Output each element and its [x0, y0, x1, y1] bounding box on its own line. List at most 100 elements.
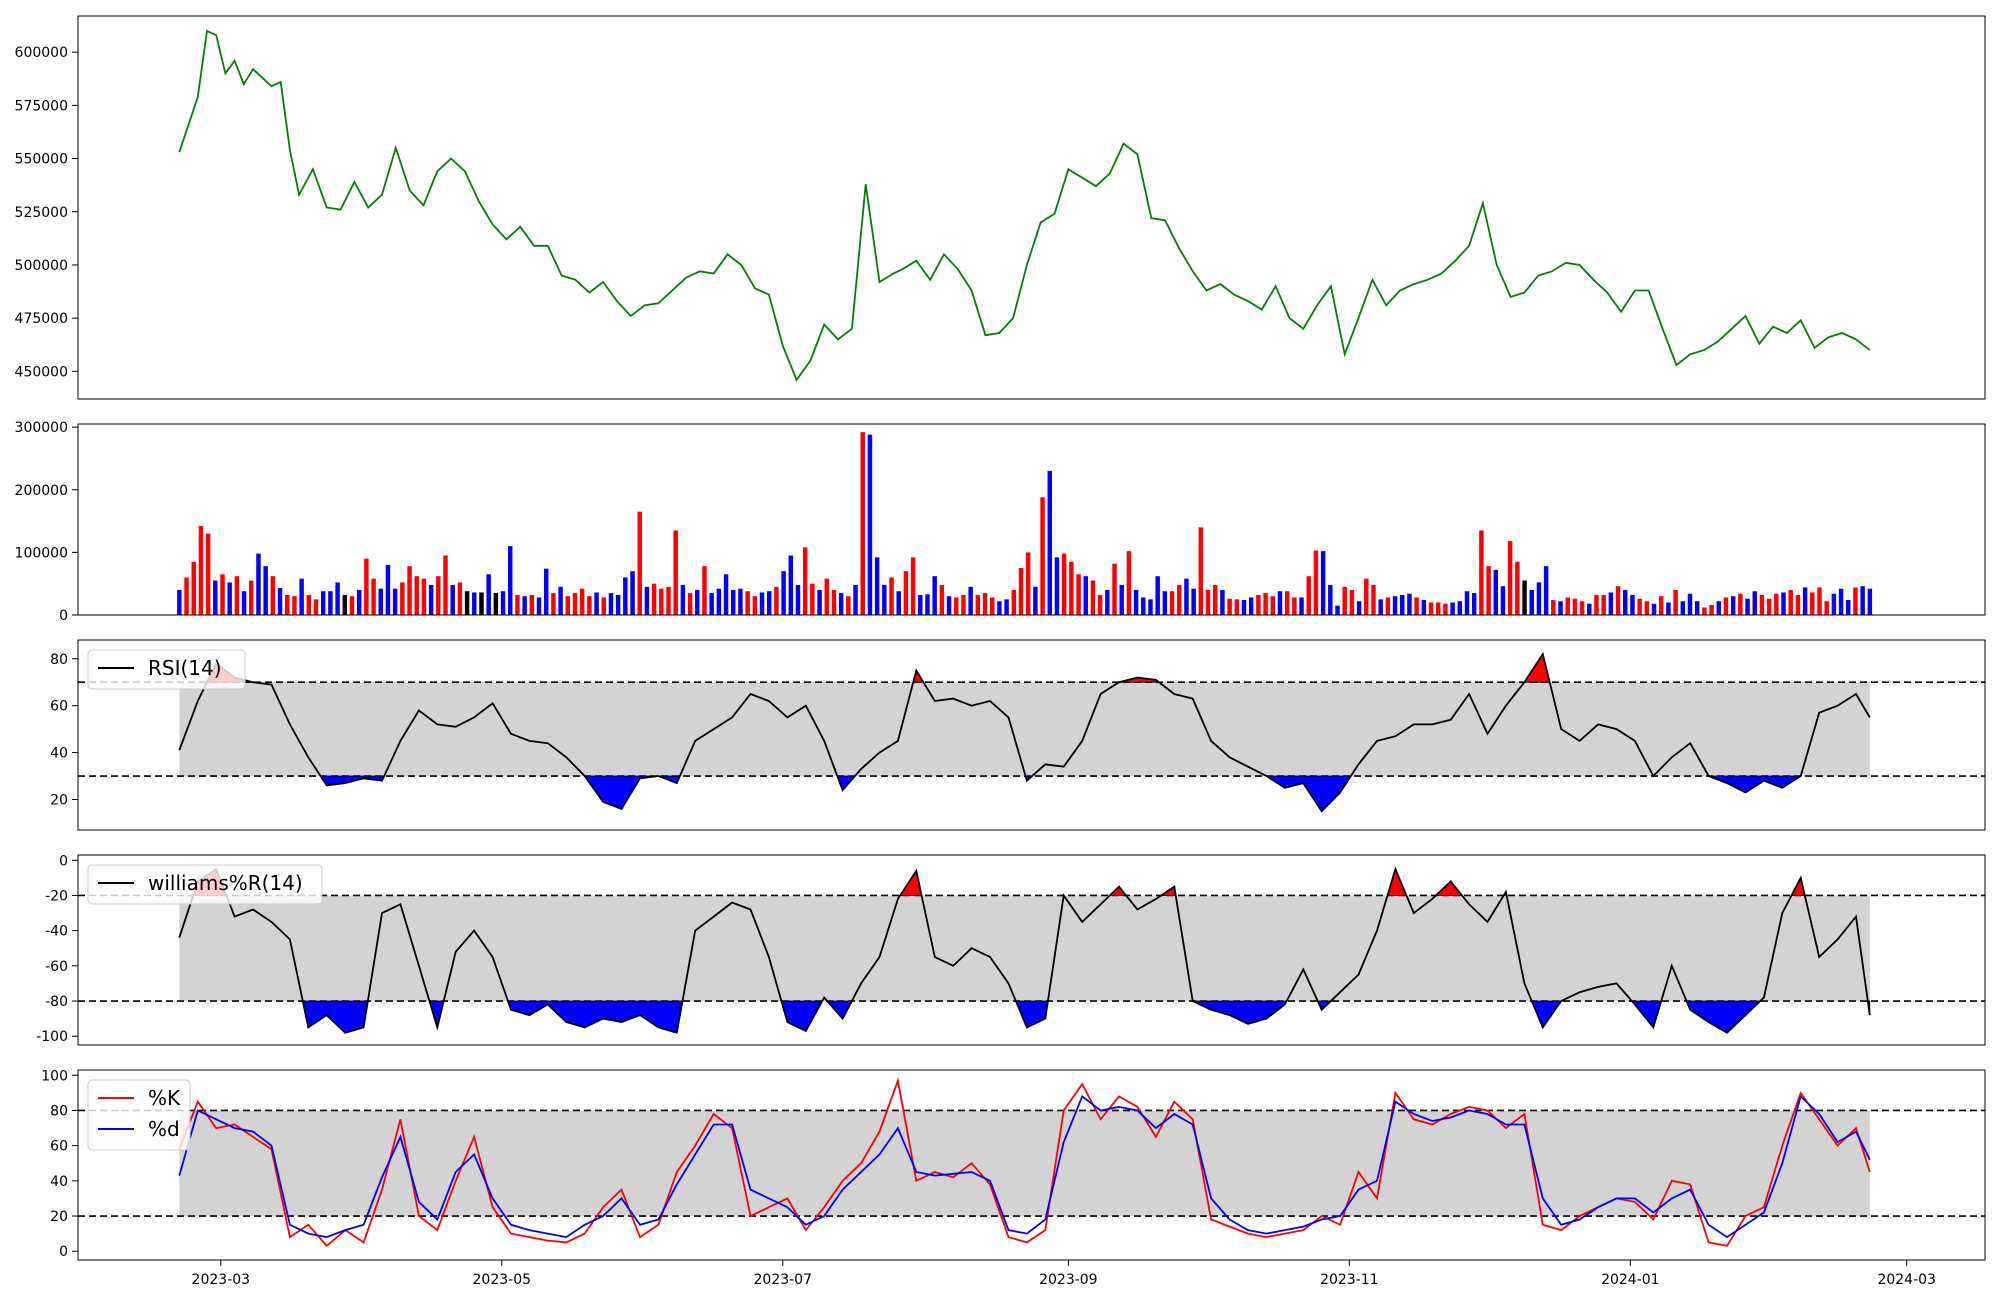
volume-bar — [1335, 605, 1340, 615]
volume-bar — [1500, 586, 1506, 615]
volume-bar — [1133, 589, 1139, 615]
volume-bar — [1364, 578, 1369, 615]
volume-bar — [1392, 596, 1398, 615]
volume-bar — [1810, 592, 1815, 615]
volume-bar — [1860, 586, 1865, 615]
volume-bar — [1802, 587, 1808, 615]
volume-bar — [378, 588, 383, 615]
volume-bar — [1234, 599, 1240, 615]
y-tick-label: 0 — [59, 853, 68, 869]
volume-bar — [1766, 598, 1772, 615]
volume-bar — [457, 582, 463, 615]
volume-bar — [234, 576, 240, 615]
volume-bar — [1119, 584, 1124, 615]
y-tick-label: 20 — [50, 793, 68, 809]
volume-bar — [1421, 599, 1427, 615]
volume-bar — [1752, 591, 1757, 615]
x-tick-label: 2024-03 — [1877, 1272, 1936, 1288]
volume-bar — [385, 564, 391, 615]
volume-bar — [680, 584, 686, 615]
volume-bar — [1795, 594, 1801, 615]
volume-bar — [1105, 589, 1110, 615]
volume-bar — [1400, 594, 1405, 615]
volume-bar — [450, 584, 455, 615]
volume-bar — [1047, 470, 1052, 615]
legend-label: %d — [148, 1117, 180, 1141]
volume-bar — [918, 594, 923, 615]
volume-bar — [810, 583, 815, 615]
volume-bar — [436, 576, 441, 615]
x-tick-label: 2023-09 — [1039, 1272, 1098, 1288]
volume-bar — [1040, 497, 1045, 615]
volume-bar — [731, 589, 736, 615]
volume-bar — [1630, 594, 1635, 615]
volume-bar — [256, 553, 261, 615]
volume-bar — [644, 586, 650, 615]
panel-frame — [77, 1069, 1986, 1261]
volume-bar — [306, 594, 312, 615]
volume-bar — [1299, 597, 1304, 615]
volume-bar — [1774, 593, 1779, 615]
volume-bar — [285, 594, 290, 615]
y-tick-label: 200000 — [15, 483, 68, 499]
y-tick-label: 0 — [59, 1244, 68, 1260]
volume-bar — [1853, 587, 1858, 615]
volume-bar — [615, 594, 621, 615]
volume-bar — [1522, 580, 1527, 615]
y-tick-label: 100000 — [15, 545, 68, 561]
volume-bar — [1378, 599, 1383, 615]
volume-bar — [824, 578, 829, 615]
volume-bar — [1594, 594, 1599, 615]
price-line — [178, 29, 1871, 382]
y-tick-label: -80 — [45, 994, 68, 1010]
volume-bar — [1788, 589, 1793, 615]
volume-bar — [587, 596, 592, 615]
volume-bar — [795, 584, 801, 615]
volume-bar — [400, 582, 405, 615]
volume-bar — [1033, 586, 1038, 615]
volume-bar — [1076, 574, 1081, 615]
volume-bar — [205, 533, 211, 615]
volume-bar — [989, 597, 995, 615]
volume-bar — [1198, 527, 1204, 615]
volume-bar — [356, 589, 362, 615]
volume-bar — [1471, 593, 1477, 615]
y-tick-label: 500000 — [15, 258, 68, 274]
volume-bar — [1407, 593, 1412, 615]
volume-bar — [1493, 569, 1499, 615]
volume-bar — [1428, 602, 1434, 615]
volume-bar — [551, 593, 556, 615]
volume-bar — [1112, 563, 1117, 615]
y-tick-label: 600000 — [15, 45, 68, 61]
volume-bar — [1212, 584, 1218, 615]
volume-bar — [364, 558, 369, 615]
volume-bar — [831, 589, 837, 615]
volume-bar — [1320, 551, 1326, 615]
volume-bar — [1551, 599, 1556, 615]
volume-bar — [213, 580, 218, 615]
volume-bar — [1824, 601, 1829, 615]
volume-bar — [759, 592, 765, 615]
volume-bar — [1356, 601, 1362, 615]
volume-bar — [659, 588, 664, 615]
oversold-fill — [302, 1000, 369, 1034]
volume-bar — [1817, 587, 1822, 615]
volume-bar — [1184, 578, 1189, 615]
panel-frame — [77, 15, 1986, 400]
volume-bar — [1486, 566, 1491, 615]
volume-bar — [543, 568, 549, 615]
oversold-fill — [507, 1000, 683, 1034]
volume-bar — [572, 593, 578, 615]
volume-bar — [1759, 594, 1765, 615]
volume-bar — [1507, 541, 1513, 615]
volume-bar — [1069, 561, 1074, 615]
x-tick-label: 2024-01 — [1601, 1272, 1660, 1288]
y-tick-label: -20 — [45, 888, 68, 904]
volume-bar — [1256, 594, 1261, 615]
volume-bar — [1241, 599, 1247, 615]
y-tick-label: 60 — [50, 1139, 68, 1155]
volume-bar — [241, 591, 247, 615]
volume-bar — [371, 578, 376, 615]
